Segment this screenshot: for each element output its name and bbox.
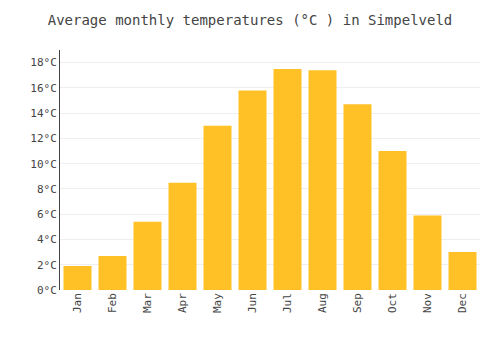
svg-text:16°C: 16°C: [30, 82, 57, 95]
svg-text:Jan: Jan: [71, 293, 84, 313]
svg-text:Sep: Sep: [351, 293, 364, 313]
svg-text:12°C: 12°C: [30, 132, 57, 145]
svg-text:14°C: 14°C: [30, 107, 57, 120]
svg-text:Jun: Jun: [246, 293, 259, 313]
svg-text:18°C: 18°C: [30, 56, 57, 69]
svg-text:Average monthly temperatures (: Average monthly temperatures (°C ) in Si…: [48, 12, 453, 28]
svg-text:Apr: Apr: [176, 293, 189, 313]
svg-text:0°C: 0°C: [37, 284, 57, 297]
svg-text:10°C: 10°C: [30, 158, 57, 171]
svg-text:Mar: Mar: [141, 293, 154, 313]
svg-text:Feb: Feb: [106, 293, 119, 313]
svg-text:8°C: 8°C: [37, 183, 57, 196]
svg-text:Dec: Dec: [456, 293, 469, 313]
svg-text:4°C: 4°C: [37, 233, 57, 246]
svg-text:Nov: Nov: [421, 293, 434, 313]
svg-text:2°C: 2°C: [37, 259, 57, 272]
svg-text:Jul: Jul: [281, 293, 294, 313]
svg-text:May: May: [211, 293, 224, 313]
svg-text:6°C: 6°C: [37, 208, 57, 221]
svg-text:Aug: Aug: [316, 293, 329, 313]
svg-text:Oct: Oct: [386, 293, 399, 313]
